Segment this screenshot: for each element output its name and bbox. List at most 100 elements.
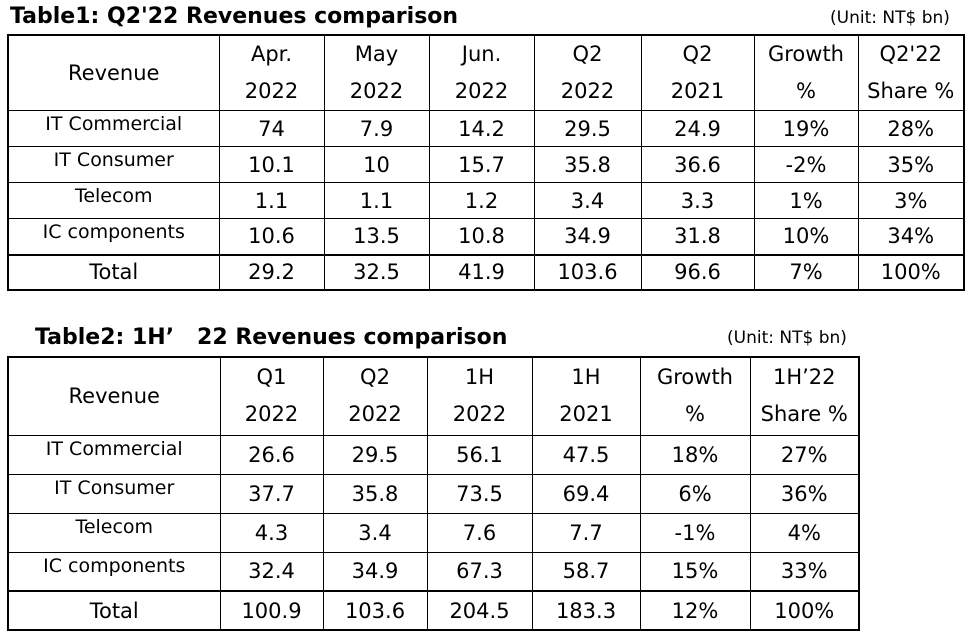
table-cell: 1.2 xyxy=(428,182,535,219)
table-cell: 3.3 xyxy=(640,182,755,219)
total-cell: 7% xyxy=(753,253,859,290)
table1-header-line1: Apr. xyxy=(250,42,293,66)
table-cell: 36.6 xyxy=(640,146,755,183)
table2-header-line1: Q1 xyxy=(256,365,287,390)
table-cell: 74 xyxy=(218,110,325,147)
table-cell: 34.9 xyxy=(533,218,642,255)
row-label: IT Consumer xyxy=(7,146,220,183)
row-label: IC components xyxy=(7,551,221,592)
table2-header-col: Growth% xyxy=(639,356,751,436)
table1-header-col: Q2 2022 xyxy=(533,34,642,111)
table1-header-line2: 2022 xyxy=(454,79,509,103)
table2-header-line1: 1H’22 xyxy=(772,365,836,390)
table-cell: 1.1 xyxy=(218,182,325,219)
row-label: IT Consumer xyxy=(7,473,221,514)
row-label: IT Commercial xyxy=(7,434,221,475)
total-cell: 103.6 xyxy=(322,590,428,631)
table-cell: 56.1 xyxy=(426,434,533,475)
table-row: IT Consumer 37.7 35.8 73.5 69.4 6% 36% xyxy=(7,473,860,514)
total-cell: 100% xyxy=(857,253,965,290)
table-cell: 13.5 xyxy=(323,218,430,255)
table-cell: 14.2 xyxy=(428,110,535,147)
table-cell: 10.6 xyxy=(218,218,325,255)
table1-title: Table1: Q2'22 Revenues comparison xyxy=(10,4,459,29)
table2-header-line2: 2021 xyxy=(559,402,613,427)
table2-title: Table2: 1H’ 22 Revenues comparison xyxy=(35,325,508,350)
row-label: Telecom xyxy=(7,512,221,553)
total-label: Total xyxy=(7,253,220,290)
table-cell: 36% xyxy=(749,473,860,514)
table-cell: 7.9 xyxy=(323,110,430,147)
table1-header-col: May 2022 xyxy=(323,34,430,111)
table-cell: 35.8 xyxy=(322,473,428,514)
table-cell: 29.5 xyxy=(533,110,642,147)
table1-header-line2: 2022 xyxy=(349,79,404,103)
table1-unit: (Unit: NT$ bn) xyxy=(830,8,950,28)
table-row: IC components 32.4 34.9 67.3 58.7 15% 33% xyxy=(7,551,860,592)
table2-header-line2: % xyxy=(685,402,705,427)
table1-header-line1: Q2 xyxy=(682,42,713,66)
table2-header-line1: Q2 xyxy=(360,365,390,390)
table-cell: 6% xyxy=(639,473,751,514)
row-label: IC components xyxy=(7,218,220,255)
table-cell: 26.6 xyxy=(219,434,324,475)
table1: Revenue Apr. 2022 May 2022 Jun. 2022 Q2 2022 Q2 2… xyxy=(7,34,965,291)
table2-unit: (Unit: NT$ bn) xyxy=(727,328,847,348)
table1-header-row: Revenue Apr. 2022 May 2022 Jun. 2022 Q2 2022 Q2 2… xyxy=(7,34,965,111)
table1-header-line1: Growth xyxy=(767,42,844,66)
table1-header-col: Growth% xyxy=(753,34,859,111)
table2-header-revenue: Revenue xyxy=(7,356,221,436)
table-cell: 15.7 xyxy=(428,146,535,183)
table-cell: 73.5 xyxy=(426,473,533,514)
table-row: IC components 10.6 13.5 10.8 34.9 31.8 10% 34% xyxy=(7,218,965,255)
table-cell: 10 xyxy=(323,146,430,183)
table-cell: 34.9 xyxy=(322,551,428,592)
table-row: IT Commercial 26.6 29.5 56.1 47.5 18% 27% xyxy=(7,434,860,475)
table-cell: 37.7 xyxy=(219,473,324,514)
table-row: IT Commercial 74 7.9 14.2 29.5 24.9 19% 28% xyxy=(7,110,965,147)
table2-header-line1: 1H xyxy=(571,365,601,390)
table-cell: 15% xyxy=(639,551,751,592)
total-cell: 96.6 xyxy=(640,253,755,290)
table1-header-line1: May xyxy=(354,42,399,66)
total-row: Total 100.9 103.6 204.5 183.3 12% 100% xyxy=(7,590,860,631)
table-cell: 27% xyxy=(749,434,860,475)
table-cell: 10% xyxy=(753,218,859,255)
table1-header-line2: 2022 xyxy=(560,79,615,103)
row-label: Telecom xyxy=(7,182,220,219)
table-cell: 29.5 xyxy=(322,434,428,475)
table1-header-revenue: Revenue xyxy=(7,34,220,111)
table-cell: 24.9 xyxy=(640,110,755,147)
table2-header-line1: Growth xyxy=(656,365,733,390)
table2-header-col: 1H’22 Share % xyxy=(749,356,860,436)
table-row: IT Consumer 10.1 10 15.7 35.8 36.6 -2% 35% xyxy=(7,146,965,183)
table-cell: 3.4 xyxy=(533,182,642,219)
table-cell: 4.3 xyxy=(219,512,324,553)
table-cell: 7.6 xyxy=(426,512,533,553)
table-cell: 4% xyxy=(749,512,860,553)
table2-header-line1: 1H xyxy=(464,365,495,390)
table-cell: 3.4 xyxy=(322,512,428,553)
table2-header-col: Q2 2022 xyxy=(322,356,428,436)
table-cell: 47.5 xyxy=(531,434,641,475)
table1-header-line1: Jun. xyxy=(461,42,502,66)
table-cell: 10.8 xyxy=(428,218,535,255)
row-label: IT Commercial xyxy=(7,110,220,147)
table1-header-line1: Q2'22 xyxy=(879,42,942,66)
table1-header-col: Q2 2021 xyxy=(640,34,755,111)
total-row: Total 29.2 32.5 41.9 103.6 96.6 7% 100% xyxy=(7,253,965,290)
table-cell: -2% xyxy=(753,146,859,183)
table-cell: 33% xyxy=(749,551,860,592)
total-cell: 32.5 xyxy=(323,253,430,290)
table-cell: 58.7 xyxy=(531,551,641,592)
table-cell: 28% xyxy=(857,110,965,147)
total-cell: 100.9 xyxy=(219,590,324,631)
table-cell: 32.4 xyxy=(219,551,324,592)
table-cell: 1% xyxy=(753,182,859,219)
table1-header-col: Jun. 2022 xyxy=(428,34,535,111)
total-cell: 12% xyxy=(639,590,751,631)
table1-header-col: Q2'22 Share % xyxy=(857,34,965,111)
table1-header-line2: % xyxy=(796,79,816,103)
table2-header-line2: Share % xyxy=(760,402,848,427)
table2-header-col: 1H 2021 xyxy=(531,356,641,436)
